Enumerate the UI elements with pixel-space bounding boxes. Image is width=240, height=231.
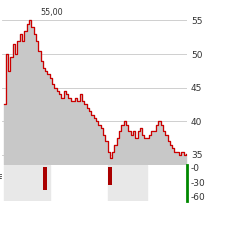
Text: 45: 45	[191, 84, 202, 93]
Text: -0: -0	[191, 163, 200, 172]
Bar	[108, 168, 112, 185]
Bar	[4, 165, 50, 201]
Text: 40: 40	[191, 117, 202, 126]
Text: 35: 35	[191, 151, 202, 160]
Text: -60: -60	[191, 193, 206, 201]
Text: 55: 55	[191, 17, 202, 26]
Text: 50: 50	[191, 50, 202, 59]
Text: 55,00: 55,00	[41, 8, 63, 17]
Text: -30: -30	[191, 178, 206, 187]
Bar	[108, 165, 147, 201]
Text: 34,600: 34,600	[82, 166, 109, 175]
Bar	[43, 168, 47, 190]
